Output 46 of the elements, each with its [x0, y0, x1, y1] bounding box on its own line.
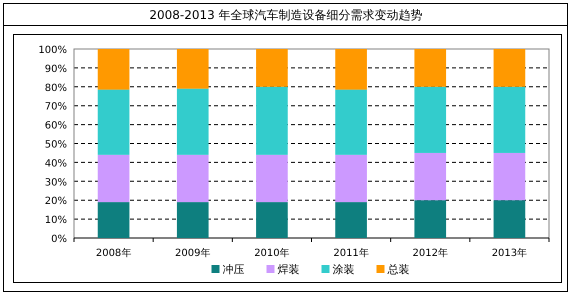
y-tick-label: 20% — [44, 196, 67, 208]
bar — [414, 49, 446, 87]
y-tick-label: 70% — [44, 102, 67, 113]
bar — [256, 202, 288, 238]
y-tick-label: 80% — [44, 82, 67, 94]
bar — [494, 152, 526, 200]
legend-label: 总装 — [386, 263, 410, 276]
bar — [414, 152, 446, 200]
bar — [98, 49, 130, 90]
y-tick-label: 60% — [44, 120, 67, 132]
legend-label: 涂装 — [332, 263, 354, 276]
x-tick-label: 2009年 — [175, 247, 210, 259]
chart-title: 2008-2013 年全球汽车制造设备细分需求变动趋势 — [149, 8, 423, 22]
legend-label: 冲压 — [222, 263, 244, 276]
bar — [414, 86, 446, 153]
x-tick-label: 2008年 — [96, 247, 132, 259]
bar — [335, 90, 367, 155]
x-tick-label: 2013年 — [492, 247, 528, 259]
y-tick-label: 0% — [51, 234, 67, 245]
bar — [176, 154, 209, 202]
x-tick-label: 2010年 — [254, 247, 290, 259]
bar — [256, 86, 288, 155]
y-tick-label: 90% — [44, 64, 67, 75]
bar — [494, 86, 526, 153]
y-tick-label: 10% — [44, 215, 67, 226]
bar — [494, 200, 526, 238]
y-tick-label: 30% — [44, 177, 67, 188]
bar — [98, 202, 130, 238]
y-tick-label: 50% — [44, 140, 67, 150]
bar — [98, 154, 130, 202]
x-tick-label: 2012年 — [412, 247, 448, 259]
bar — [176, 202, 209, 238]
bar — [176, 49, 209, 89]
bar — [98, 90, 130, 155]
bar — [176, 88, 209, 155]
bar — [335, 202, 367, 238]
bar — [335, 154, 367, 202]
x-tick-label: 2011年 — [333, 247, 369, 259]
y-tick-label: 40% — [44, 158, 67, 170]
bar — [335, 49, 367, 90]
bar — [256, 154, 288, 202]
bar — [414, 200, 446, 238]
bar — [494, 49, 526, 87]
y-tick-label: 100% — [38, 45, 67, 56]
bar — [256, 49, 288, 87]
legend-label: 焊装 — [278, 263, 300, 276]
